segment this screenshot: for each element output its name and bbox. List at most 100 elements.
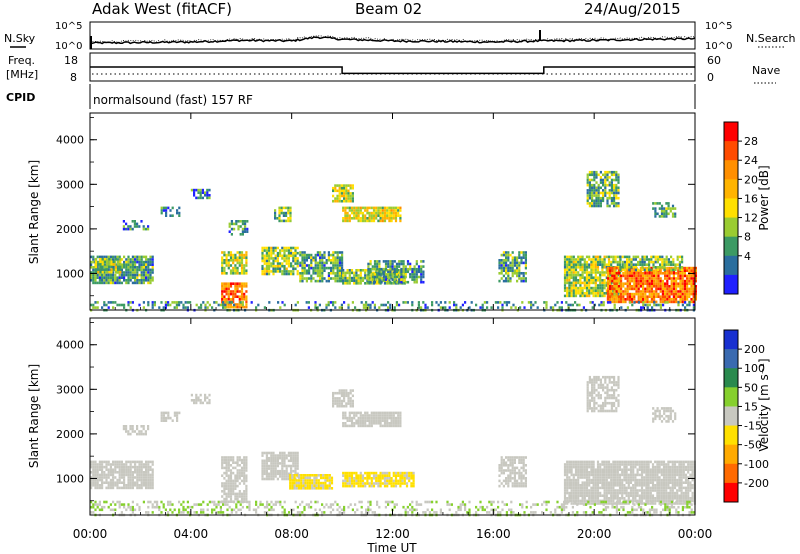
power-cell <box>572 281 575 285</box>
power-cell <box>648 287 651 291</box>
velocity-cell <box>114 476 117 479</box>
velocity-cell <box>590 502 593 505</box>
velocity-cell <box>238 456 241 459</box>
power-cell <box>631 298 634 301</box>
power-cell <box>574 279 578 282</box>
power-cell <box>357 211 360 215</box>
power-cell <box>342 279 345 282</box>
velocity-cell <box>272 477 275 481</box>
velocity-cell <box>618 460 622 464</box>
velocity-cell <box>505 482 508 485</box>
velocity-cell <box>281 456 284 460</box>
velocity-cell <box>98 473 101 477</box>
power-cell <box>400 273 403 276</box>
velocity-cell <box>225 479 228 483</box>
power-cell <box>572 279 575 282</box>
velocity-cell <box>109 484 112 487</box>
power-cell <box>348 274 351 277</box>
power-cell <box>390 209 393 212</box>
power-cell <box>103 257 106 261</box>
power-cell <box>675 300 678 304</box>
velocity-cell <box>601 463 604 466</box>
power-cell <box>287 270 290 273</box>
velocity-cell <box>109 481 112 484</box>
velocity-cell <box>399 477 402 480</box>
velocity-cell <box>338 404 341 408</box>
power-cell <box>336 274 339 278</box>
power-cell <box>402 301 405 304</box>
power-cell <box>681 285 684 288</box>
power-cell <box>588 173 591 177</box>
power-cell <box>287 206 290 210</box>
velocity-cell <box>296 467 299 470</box>
velocity-cell <box>142 484 145 487</box>
velocity-cell <box>500 464 503 467</box>
velocity-cell <box>616 497 619 500</box>
velocity-cell <box>300 474 303 477</box>
velocity-cell <box>397 424 400 428</box>
power-cell <box>268 251 271 255</box>
velocity-cell <box>618 484 622 487</box>
velocity-cell <box>370 419 373 422</box>
power-cell <box>406 262 410 266</box>
power-cell <box>270 254 273 258</box>
power-cell <box>653 279 656 283</box>
power-cell <box>609 266 612 270</box>
velocity-cell <box>160 419 163 422</box>
velocity-cell <box>614 478 617 482</box>
velocity-cell <box>518 461 521 464</box>
power-cell <box>606 272 609 275</box>
power-cell <box>110 260 113 264</box>
power-cell <box>617 272 620 275</box>
power-cell <box>355 269 358 272</box>
power-cell <box>628 263 631 266</box>
power-cell <box>225 261 228 265</box>
power-cell <box>518 272 521 275</box>
nsky-label: N.Sky <box>4 32 36 45</box>
power-cell <box>603 266 606 269</box>
power-cell <box>415 260 418 263</box>
power-cell <box>637 279 640 283</box>
nsky-tick-top: 10^5 <box>55 21 82 32</box>
velocity-cell <box>138 463 141 466</box>
power-cell <box>223 261 226 265</box>
power-cell <box>393 278 396 281</box>
power-cell <box>677 277 680 280</box>
power-cell <box>131 266 134 269</box>
velocity-cell <box>238 471 241 475</box>
velocity-cell <box>292 464 295 468</box>
power-cell <box>590 260 593 264</box>
power-cell <box>657 287 660 291</box>
velocity-cell <box>289 487 292 490</box>
power-cell <box>601 260 604 264</box>
power-cell <box>145 260 148 264</box>
velocity-cell <box>364 471 367 475</box>
power-cell <box>613 196 616 200</box>
power-cell <box>107 306 110 309</box>
velocity-cell <box>345 391 348 395</box>
velocity-cell <box>287 454 290 457</box>
power-cell <box>274 217 277 220</box>
power-cell <box>310 274 313 278</box>
power-cell <box>570 289 573 292</box>
velocity-cell <box>289 474 292 477</box>
velocity-cell <box>304 484 307 487</box>
power-cell <box>637 295 640 298</box>
power-cell <box>283 249 286 252</box>
velocity-cell <box>223 466 226 470</box>
velocity-cell <box>145 481 148 484</box>
power-cell <box>652 260 655 264</box>
velocity-cell <box>326 487 329 490</box>
power-cell <box>599 196 602 200</box>
velocity-cell <box>123 473 126 477</box>
power-cell <box>635 274 638 278</box>
velocity-cell <box>405 474 409 477</box>
power-cell <box>675 279 678 283</box>
power-cell <box>308 264 311 267</box>
velocity-cell <box>229 495 233 498</box>
velocity-cell <box>221 464 224 467</box>
velocity-cell <box>579 471 582 474</box>
velocity-cell <box>596 463 600 466</box>
power-cell <box>574 284 578 287</box>
velocity-cell <box>572 463 575 466</box>
